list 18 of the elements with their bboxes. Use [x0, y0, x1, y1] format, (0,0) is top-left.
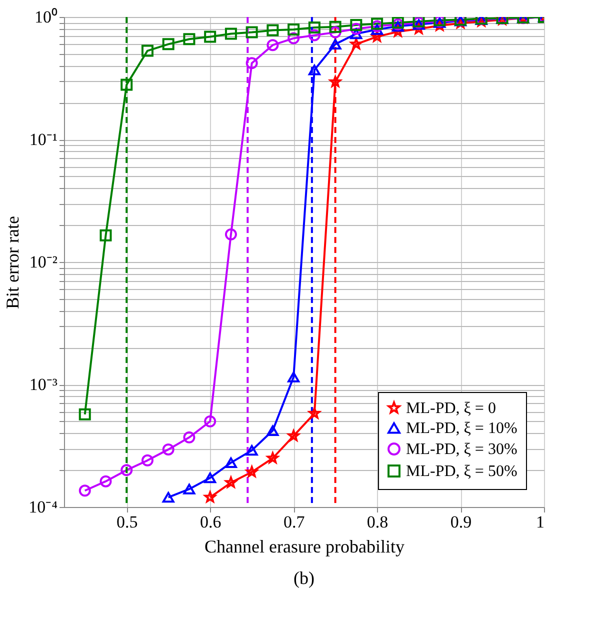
x-tick-label: 0.5	[116, 512, 138, 532]
x-axis-title: Channel erasure probability	[204, 536, 404, 556]
x-tick-label: 0.6	[200, 512, 222, 532]
x-tick-label: 1	[536, 512, 544, 532]
y-tick-label: 10⁰	[34, 8, 58, 26]
text: (b)	[294, 568, 314, 588]
legend-label: ML-PD, ξ = 0	[406, 400, 496, 417]
x-tick-label: 0.7	[283, 512, 306, 532]
legend-label: ML-PD, ξ = 30%	[406, 441, 518, 458]
y-tick-label: 10⁻³	[29, 375, 58, 394]
x-tick-label: 0.8	[366, 512, 388, 532]
y-tick-label: 10⁻⁴	[28, 498, 58, 516]
legend-label: ML-PD, ξ = 10%	[406, 420, 518, 437]
y-tick-label: 10⁻¹	[29, 130, 58, 149]
legend-label: ML-PD, ξ = 50%	[406, 463, 518, 480]
y-tick-label: 10⁻²	[29, 252, 58, 272]
y-axis-title: Bit error rate	[2, 216, 23, 309]
x-tick-label: 0.9	[450, 512, 472, 532]
